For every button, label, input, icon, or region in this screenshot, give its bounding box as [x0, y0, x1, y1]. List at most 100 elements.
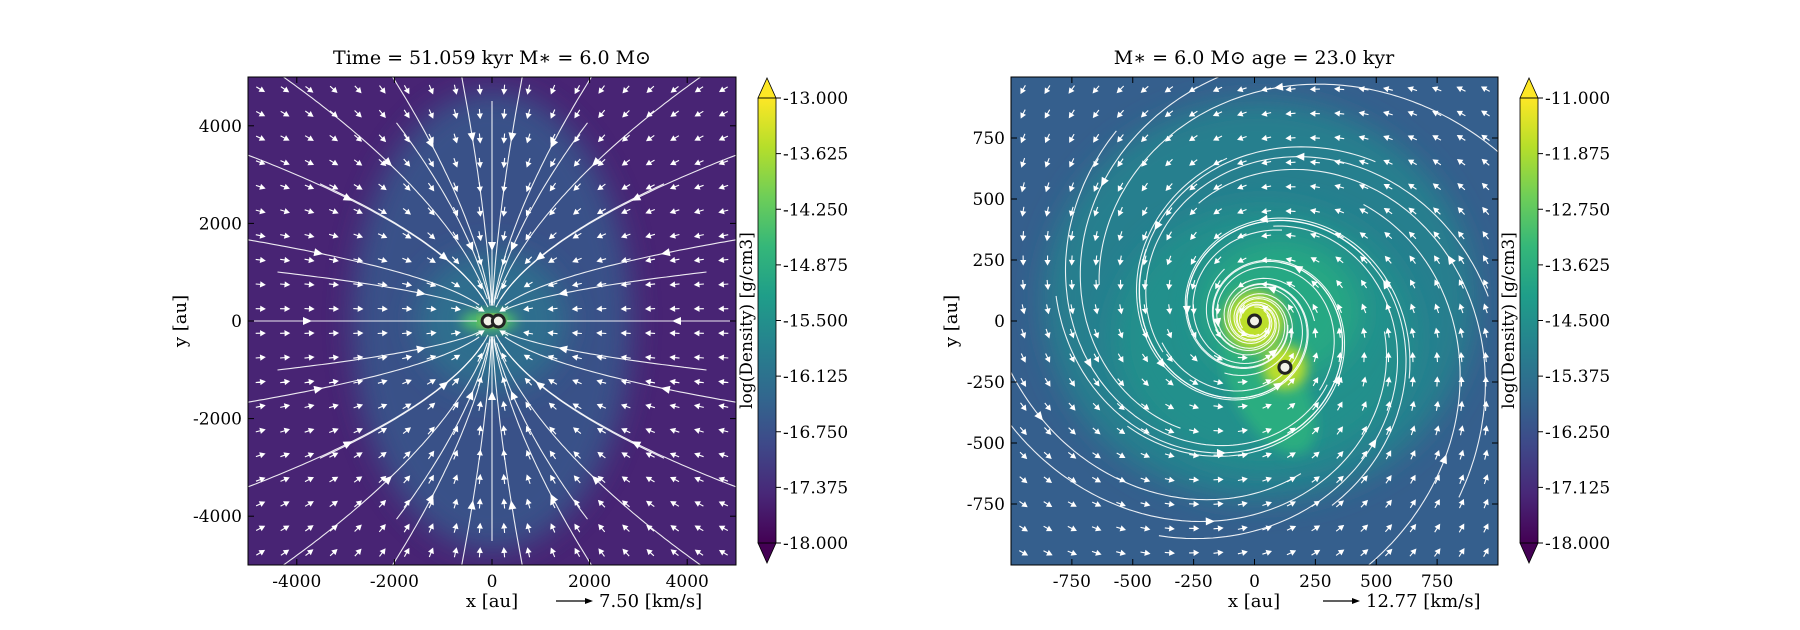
colorbar-label: log(Density) [g/cm3]	[737, 232, 757, 409]
panel-2-title: M∗ = 6.0 M⊙ age = 23.0 kyr	[1114, 47, 1395, 69]
velocity-arrow	[1214, 256, 1222, 265]
velocity-arrow	[525, 523, 532, 533]
velocity-arrow	[571, 305, 582, 312]
velocity-arrow	[523, 330, 534, 337]
velocity-arrow	[549, 450, 557, 460]
streamline	[1216, 266, 1335, 391]
velocity-arrow	[694, 476, 704, 483]
velocity-arrow	[523, 305, 534, 312]
velocity-arrow	[353, 159, 363, 166]
velocity-arrow	[1262, 476, 1272, 483]
velocity-arrow	[1213, 208, 1223, 215]
velocity-arrow	[304, 208, 315, 215]
colorbar-tick-label: -13.625	[783, 145, 848, 165]
velocity-arrow	[1190, 328, 1197, 339]
velocity-arrow	[1358, 86, 1369, 93]
velocity-arrow	[1189, 525, 1200, 532]
velocity-arrow	[403, 134, 410, 143]
velocity-arrow	[329, 85, 338, 93]
velocity-arrow	[572, 379, 582, 385]
velocity-arrow	[1212, 110, 1223, 117]
velocity-arrow	[620, 330, 631, 337]
velocity-arrow	[1458, 327, 1465, 338]
panel-1: Time = 51.059 kyr M∗ = 6.0 M⊙ -4000 -2000…	[170, 47, 848, 612]
velocity-arrow	[1093, 182, 1100, 192]
velocity-arrow	[255, 305, 266, 312]
velocity-arrow	[621, 500, 630, 508]
velocity-arrow	[403, 85, 410, 95]
velocity-arrow	[1140, 476, 1151, 483]
velocity-arrow	[548, 232, 557, 240]
streamline	[277, 271, 481, 311]
velocity-arrow	[1261, 256, 1272, 264]
velocity-arrow	[305, 85, 314, 93]
velocity-arrow	[451, 281, 461, 288]
velocity-arrow	[718, 135, 729, 141]
velocity-arrow	[1020, 85, 1026, 95]
velocity-arrow	[523, 354, 533, 361]
velocity-arrow	[1189, 452, 1200, 459]
velocity-arrow	[476, 425, 483, 436]
velocity-arrow	[329, 549, 338, 557]
streamline-arrowhead	[508, 500, 517, 510]
velocity-arrow	[1361, 303, 1367, 314]
velocity-arrow	[573, 427, 582, 435]
velocity-arrow	[1482, 255, 1489, 265]
velocity-arrow	[452, 231, 459, 241]
velocity-arrow	[428, 474, 434, 484]
streamline-arrowhead	[313, 248, 324, 257]
velocity-arrow	[1262, 549, 1272, 556]
velocity-arrow	[1020, 109, 1026, 119]
velocity-arrow	[329, 452, 339, 458]
velocity-arrow	[597, 183, 606, 191]
velocity-arrow	[694, 501, 704, 507]
velocity-arrow	[452, 158, 459, 168]
velocity-arrow	[694, 110, 704, 117]
velocity-arrow	[645, 184, 655, 190]
velocity-arrow	[1044, 231, 1051, 242]
velocity-arrow	[718, 305, 729, 312]
velocity-arrow	[1166, 304, 1173, 315]
velocity-arrow	[328, 330, 340, 337]
velocity-arrow	[645, 378, 656, 386]
streamline	[282, 77, 488, 300]
velocity-arrow	[452, 449, 459, 460]
velocity-arrow	[1116, 85, 1125, 94]
velocity-arrow	[1359, 208, 1369, 215]
velocity-arrow	[1336, 426, 1344, 435]
velocity-arrow	[1286, 549, 1297, 556]
velocity-arrow	[621, 452, 631, 458]
velocity-arrow	[1384, 548, 1393, 557]
velocity-arrow	[1383, 110, 1393, 117]
velocity-arrow	[547, 281, 558, 288]
velocity-arrow	[280, 330, 291, 337]
velocity-arrow	[1020, 377, 1027, 387]
velocity-arrow	[1336, 303, 1343, 314]
velocity-arrow	[1117, 158, 1124, 168]
velocity-arrow	[1166, 231, 1172, 241]
velocity-arrow	[1360, 351, 1368, 363]
x-tick-label: -2000	[370, 572, 419, 592]
velocity-arrow	[620, 403, 631, 410]
velocity-arrow	[280, 378, 291, 386]
velocity-arrow	[1116, 452, 1126, 458]
velocity-arrow	[1480, 86, 1490, 92]
velocity-arrow	[255, 476, 266, 483]
velocity-arrow	[329, 476, 339, 483]
velocity-arrow	[1457, 207, 1465, 215]
velocity-arrow	[550, 84, 556, 95]
velocity-arrow	[354, 500, 363, 508]
velocity-arrow	[476, 473, 483, 485]
velocity-arrow	[718, 183, 729, 190]
velocity-arrow	[596, 256, 607, 263]
velocity-arrow	[524, 256, 533, 265]
colorbar-tick-label: -15.500	[783, 312, 848, 332]
velocity-arrow	[1117, 182, 1124, 192]
velocity-arrow	[1043, 549, 1053, 556]
velocity-arrow	[1215, 329, 1222, 338]
velocity-arrow	[1458, 474, 1465, 485]
velocity-arrow	[476, 547, 483, 558]
velocity-arrow	[1019, 427, 1027, 436]
velocity-arrow	[1458, 255, 1465, 265]
